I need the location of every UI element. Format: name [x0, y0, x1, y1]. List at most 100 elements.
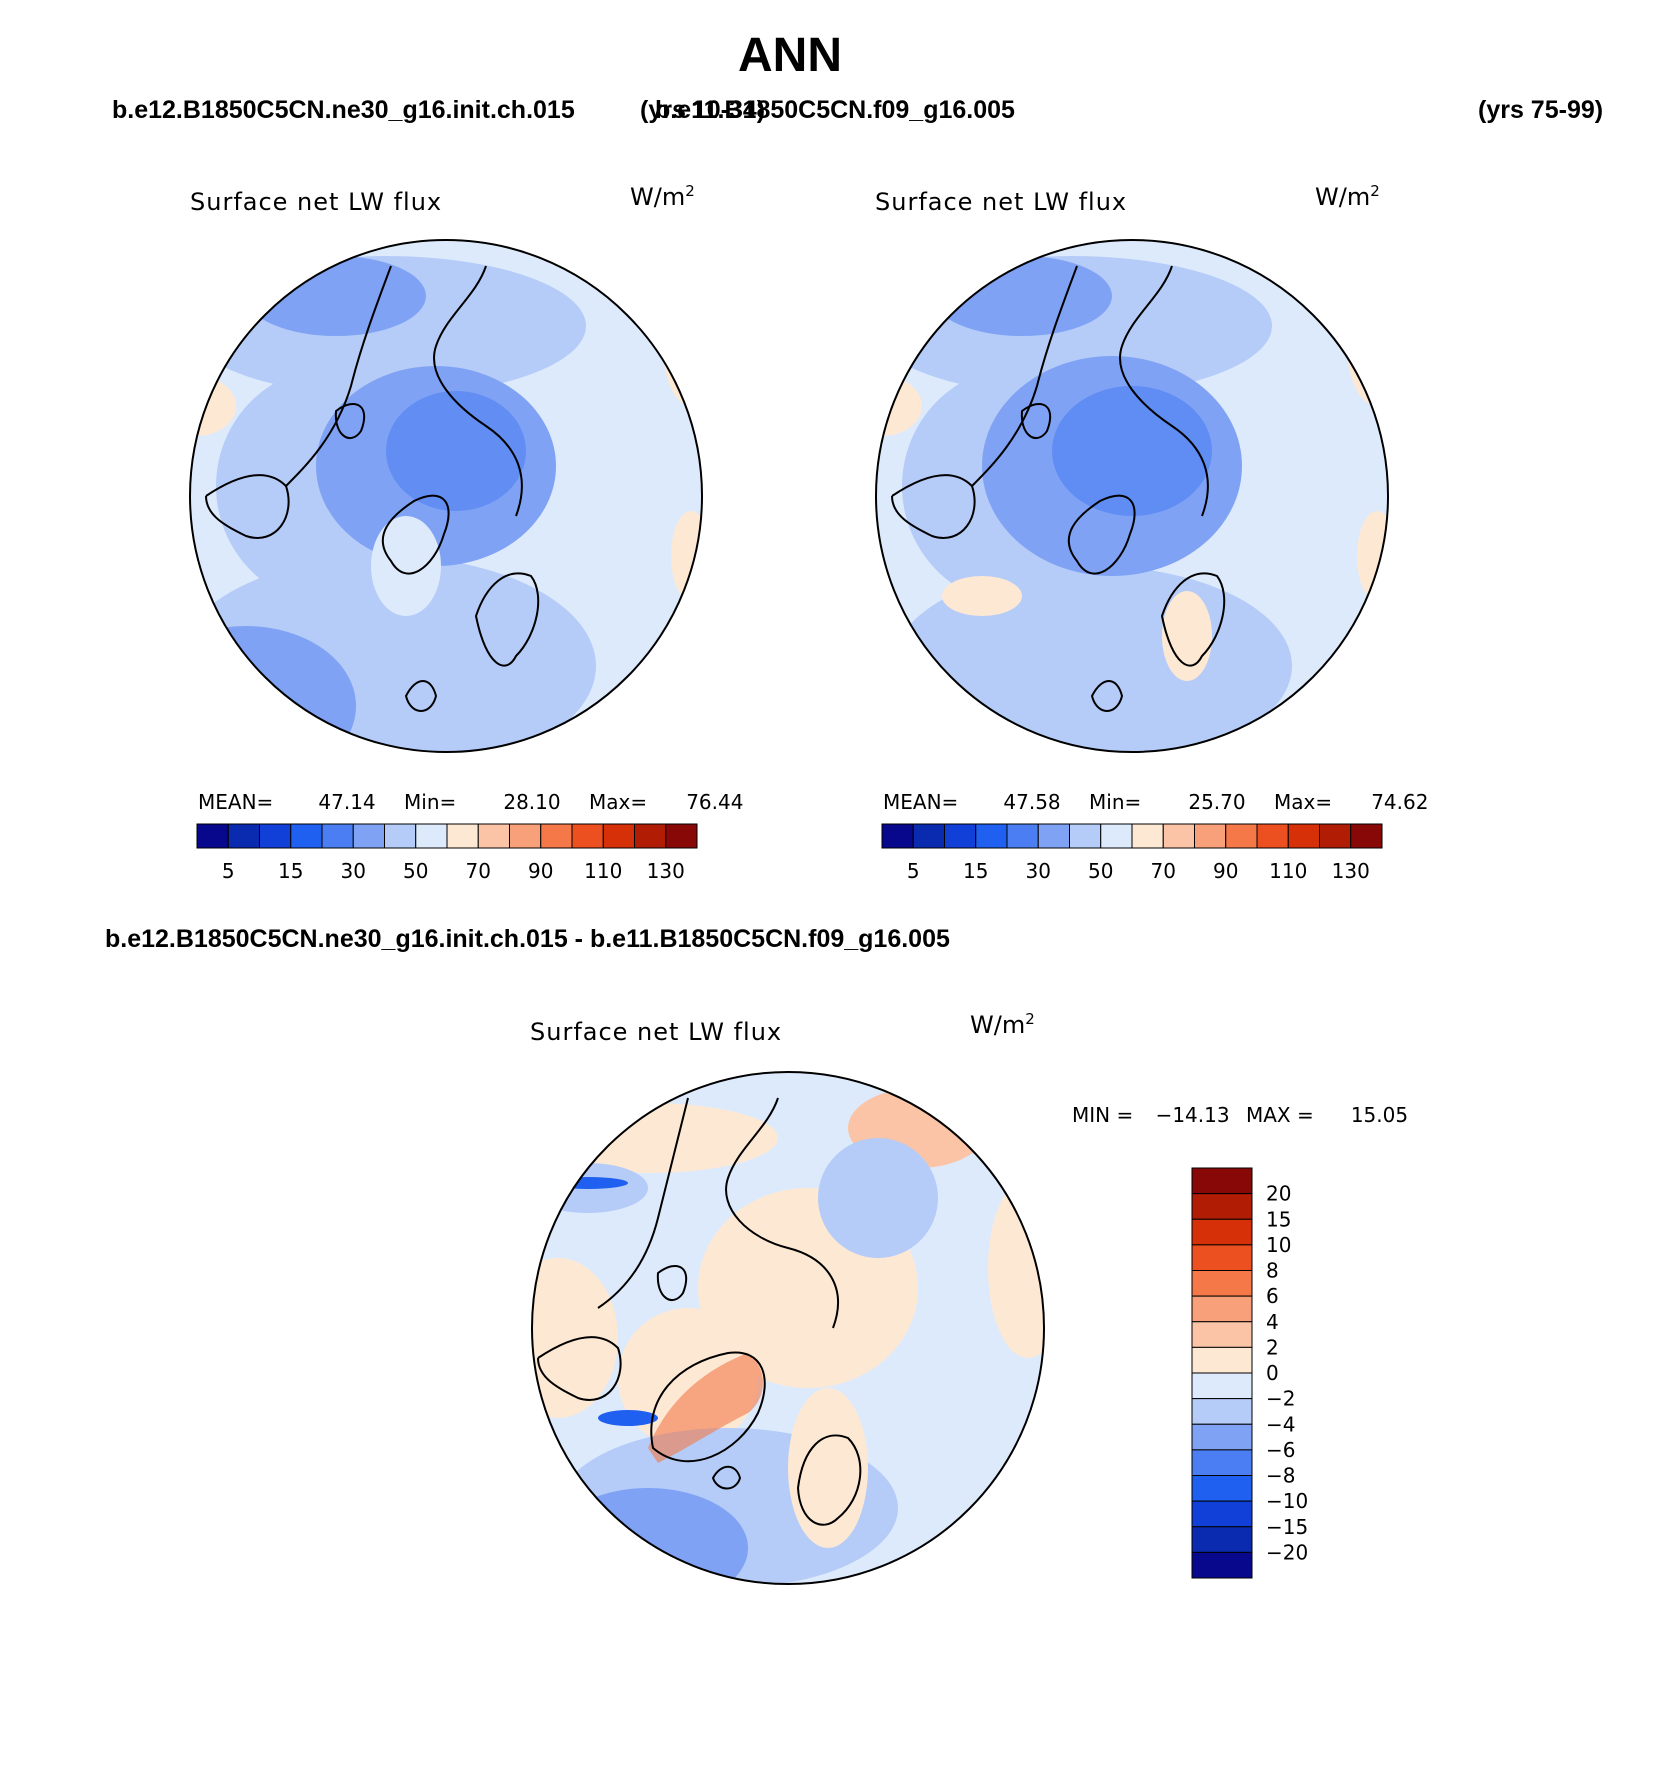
panel1-units: W/m2	[630, 182, 695, 211]
diff-colorbar-tick-label: −10	[1266, 1489, 1308, 1513]
diff-stats: MIN = −14.13 MAX = 15.05	[1072, 1103, 1408, 1127]
diff-polar-map	[531, 1071, 1045, 1585]
diff-colorbar-tick-label: −20	[1266, 1540, 1308, 1564]
panel1-coast-outline	[433, 265, 523, 517]
panel2-colorbar-tick-label: 30	[1026, 859, 1051, 883]
diff-colorbar-box	[1191, 1551, 1253, 1579]
panel2-colorbar-tick-label: 70	[1151, 859, 1176, 883]
panel1-coast-outline	[205, 474, 290, 539]
panel2-colorbar-box	[1256, 823, 1289, 849]
panel1-colorbar-box	[259, 823, 292, 849]
panel2-scandinavia-outline	[1161, 572, 1226, 667]
diff-min-label: MIN =	[1072, 1103, 1134, 1127]
diff-colorbar-box	[1191, 1500, 1253, 1528]
diff-field	[532, 1072, 1044, 1584]
panel1-colorbar-box	[352, 823, 385, 849]
diff-colorbar-box	[1191, 1167, 1253, 1195]
diff-greenland-outline	[650, 1351, 766, 1463]
diff-units: W/m2	[970, 1010, 1035, 1039]
panel1-island-outline	[334, 402, 366, 439]
panel2-colorbar-box	[881, 823, 914, 849]
diff-colorbar-tick-label: 20	[1266, 1182, 1291, 1206]
panel2-coast-outline	[891, 474, 976, 539]
panel2-colorbar-tick-label: 15	[963, 859, 988, 883]
diff-colorbar-box	[1191, 1244, 1253, 1271]
panel1-colorbar-box	[384, 823, 417, 849]
panel2-colorbar-box	[1006, 823, 1039, 849]
diff-field-region	[532, 1103, 778, 1173]
panel2-mean-value: 47.58	[1003, 790, 1061, 814]
panel1-colorbar-box	[571, 823, 604, 849]
panel2-field-region	[942, 576, 1022, 616]
panel2-min-label: Min=	[1089, 790, 1142, 814]
panel1-iceland-outline	[405, 680, 437, 712]
diff-colorbar-box	[1191, 1193, 1253, 1220]
diff-colorbar-tick-label: 2	[1266, 1335, 1279, 1359]
panel2-stats: MEAN= 47.58 Min= 25.70 Max= 74.62	[883, 790, 1428, 814]
panel2-colorbar-box	[912, 823, 945, 849]
panel1-min-value: 28.10	[503, 790, 561, 814]
diff-colorbar-box	[1191, 1423, 1253, 1451]
panel2-field-region	[1277, 361, 1377, 451]
case2-name: b.e11.B1850C5CN.f09_g16.005	[655, 96, 1015, 124]
panel1-scandinavia-outline	[475, 572, 540, 667]
diff-colorbar-tick-label: −15	[1266, 1515, 1308, 1539]
panel1-mean-label: MEAN=	[198, 790, 274, 814]
panel1-coastlines	[205, 265, 540, 712]
diff-colorbar-tick-label: −8	[1266, 1464, 1295, 1488]
diff-field-region	[598, 1410, 658, 1426]
panel2-coast-outline	[971, 265, 1078, 487]
panel2-field-region	[932, 256, 1112, 336]
panel2-coast-outline	[1119, 265, 1209, 517]
panel2-colorbar-box	[1131, 823, 1164, 849]
panel2-iceland-outline	[1091, 680, 1123, 712]
panel2-colorbar-box	[1069, 823, 1102, 849]
panel1-field-region	[246, 256, 426, 336]
panel1-colorbar-box	[509, 823, 542, 849]
panel1-colorbar-box	[290, 823, 323, 849]
page-title: ANN	[738, 29, 842, 82]
panel1-colorbar-box	[446, 823, 479, 849]
panel1-colorbar-tick-label: 130	[647, 859, 685, 883]
diff-island-outline	[656, 1264, 688, 1301]
panel1-colorbar-tick-label: 90	[528, 859, 553, 883]
panel1-colorbar-box	[321, 823, 354, 849]
diff-coastlines	[537, 1097, 862, 1526]
panel1-colorbar-tick-label: 110	[584, 859, 622, 883]
diff-colorbar-tick-label: 0	[1266, 1361, 1279, 1385]
diff-colorbar-box	[1191, 1526, 1253, 1553]
panel1-field-region	[591, 361, 691, 451]
diff-field-region	[648, 1353, 763, 1463]
diff-colorbar-box	[1191, 1372, 1253, 1400]
case2-years: (yrs 75-99)	[1478, 96, 1604, 124]
diff-max-value: 15.05	[1350, 1103, 1409, 1127]
panel2-colorbar-box	[975, 823, 1008, 849]
panel1-colorbar-tick-label: 30	[341, 859, 366, 883]
panel1-stats: MEAN= 47.14 Min= 28.10 Max= 76.44	[198, 790, 743, 814]
panel2-max-label: Max=	[1273, 790, 1333, 814]
panel1-colorbar-box	[227, 823, 260, 849]
panel2-colorbar-tick-label: 110	[1269, 859, 1307, 883]
panel2-colorbar-box	[1037, 823, 1070, 849]
panel2-max-value: 74.62	[1371, 790, 1429, 814]
panel1-mean-value: 47.14	[318, 790, 376, 814]
panel2-variable-label: Surface net LW flux	[875, 188, 1128, 216]
panel2-units: W/m2	[1315, 182, 1380, 211]
panel1-colorbar-box	[665, 823, 698, 849]
diff-colorbar-tick-label: 6	[1266, 1284, 1279, 1308]
diff-field-region	[548, 1177, 628, 1189]
panel2-mean-label: MEAN=	[883, 790, 959, 814]
diff-colorbar-box	[1191, 1449, 1253, 1476]
diff-field-region	[988, 1178, 1044, 1358]
diff-colorbar-box	[1191, 1475, 1253, 1502]
diff-iceland-outline	[712, 1465, 741, 1490]
panel1-max-label: Max=	[588, 790, 648, 814]
panel2-colorbar-box	[1319, 823, 1352, 849]
panel1-colorbar-tick-label: 15	[278, 859, 303, 883]
case1-years: (yrs 10-34)	[640, 96, 766, 124]
panel2-min-value: 25.70	[1188, 790, 1246, 814]
diff-colorbar-tick-label: −2	[1266, 1387, 1295, 1411]
diff-map-boundary	[531, 1071, 1045, 1585]
panel2-colorbar-tick-label: 5	[907, 859, 920, 883]
